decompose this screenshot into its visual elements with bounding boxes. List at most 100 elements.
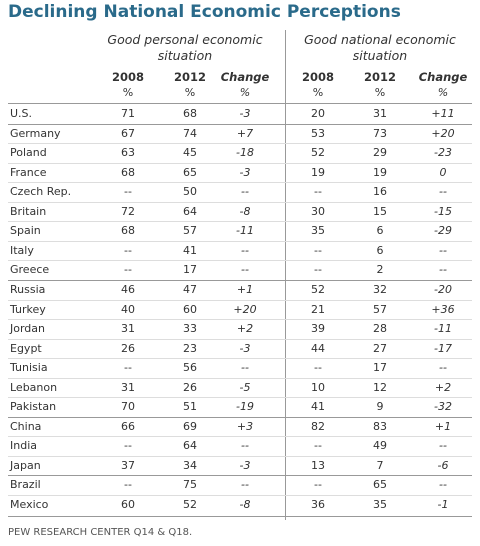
cell: 34 — [183, 458, 197, 472]
cell: 26 — [183, 380, 197, 394]
row-label: Mexico — [10, 498, 49, 511]
cell: -- — [124, 361, 132, 375]
cell: 33 — [183, 322, 197, 336]
row-label: Pakistan — [10, 400, 57, 414]
cell: 21 — [311, 302, 325, 316]
cell: -- — [124, 263, 132, 277]
cell: +3 — [236, 419, 254, 433]
row-rule — [8, 436, 472, 438]
cell: 13 — [311, 458, 325, 472]
cell: -- — [241, 478, 249, 492]
cell: 64 — [183, 439, 197, 453]
cell: -18 — [236, 146, 254, 160]
row-rule — [8, 221, 472, 223]
column-header: 2008 — [111, 70, 144, 84]
group-rule — [8, 123, 472, 125]
cell: -20 — [434, 282, 452, 296]
cell: 45 — [183, 146, 197, 160]
column-header: Change — [418, 70, 468, 84]
header-rule — [8, 103, 472, 104]
column-header: 2012 — [173, 70, 206, 84]
cell: 31 — [121, 380, 135, 394]
row-label: Lebanon — [10, 380, 58, 394]
cell: -- — [124, 478, 132, 492]
cell: 68 — [121, 165, 135, 179]
row-rule — [8, 201, 472, 203]
cell: 40 — [121, 302, 135, 316]
row-rule — [8, 455, 472, 457]
row-label: Britain — [10, 204, 47, 218]
row-rule — [8, 240, 472, 242]
title: Declining National Economic Perceptions — [8, 2, 401, 22]
column-divider — [285, 30, 286, 520]
cell: -- — [314, 185, 322, 199]
cell: +7 — [236, 126, 254, 140]
cell: 83 — [373, 419, 387, 433]
cell: 0 — [439, 165, 447, 179]
column-header: 2012 — [363, 70, 396, 84]
cell: -5 — [239, 380, 251, 394]
cell: -1 — [437, 498, 449, 511]
cell: 29 — [373, 146, 387, 160]
cell: -- — [314, 478, 322, 492]
cell: 31 — [373, 107, 387, 120]
cell: -- — [439, 478, 447, 492]
cell: 17 — [373, 361, 387, 375]
cell: 47 — [183, 282, 197, 296]
cell: 36 — [311, 498, 325, 511]
row-rule — [8, 299, 472, 301]
cell: +1 — [434, 419, 452, 433]
cell: -- — [439, 439, 447, 453]
cell: -- — [314, 439, 322, 453]
cell: -11 — [434, 322, 452, 336]
cell: -- — [241, 439, 249, 453]
cell: 65 — [183, 165, 197, 179]
cell: 70 — [121, 400, 135, 414]
row-rule — [8, 260, 472, 262]
cell: 41 — [183, 243, 197, 257]
cell: -- — [124, 185, 132, 199]
cell: 15 — [373, 204, 387, 218]
cell: 67 — [121, 126, 135, 140]
column-unit: % — [312, 86, 324, 99]
cell: 35 — [373, 498, 387, 511]
row-label: France — [10, 165, 47, 179]
cell: 65 — [373, 478, 387, 492]
cell: 52 — [311, 282, 325, 296]
cell: 69 — [183, 419, 197, 433]
cell: -- — [241, 243, 249, 257]
group-header: Good personal economic situation — [107, 32, 263, 63]
cell: 68 — [183, 107, 197, 120]
cell: -- — [314, 243, 322, 257]
cell: -- — [439, 185, 447, 199]
column-unit: % — [122, 86, 134, 99]
cell: 73 — [373, 126, 387, 140]
cell: -- — [439, 243, 447, 257]
cell: 52 — [183, 498, 197, 511]
cell: -- — [241, 185, 249, 199]
cell: +36 — [431, 302, 455, 316]
cell: 19 — [311, 165, 325, 179]
cell: 30 — [311, 204, 325, 218]
column-header: 2008 — [301, 70, 334, 84]
group-rule — [8, 475, 472, 477]
cell: 52 — [311, 146, 325, 160]
cell: -3 — [239, 341, 251, 355]
row-label: U.S. — [10, 107, 33, 120]
cell: 46 — [121, 282, 135, 296]
row-rule — [8, 319, 472, 321]
cell: 16 — [373, 185, 387, 199]
group-rule — [8, 279, 472, 281]
cell: 2 — [376, 263, 384, 277]
cell: +20 — [233, 302, 257, 316]
row-label: Jordan — [10, 322, 45, 336]
row-label: India — [10, 439, 37, 453]
cell: 74 — [183, 126, 197, 140]
cell: -32 — [434, 400, 452, 414]
cell: +11 — [431, 107, 455, 120]
cell: 6 — [376, 243, 384, 257]
cell: 10 — [311, 380, 325, 394]
cell: -- — [314, 263, 322, 277]
row-label: China — [10, 419, 42, 433]
column-unit: % — [437, 86, 449, 99]
